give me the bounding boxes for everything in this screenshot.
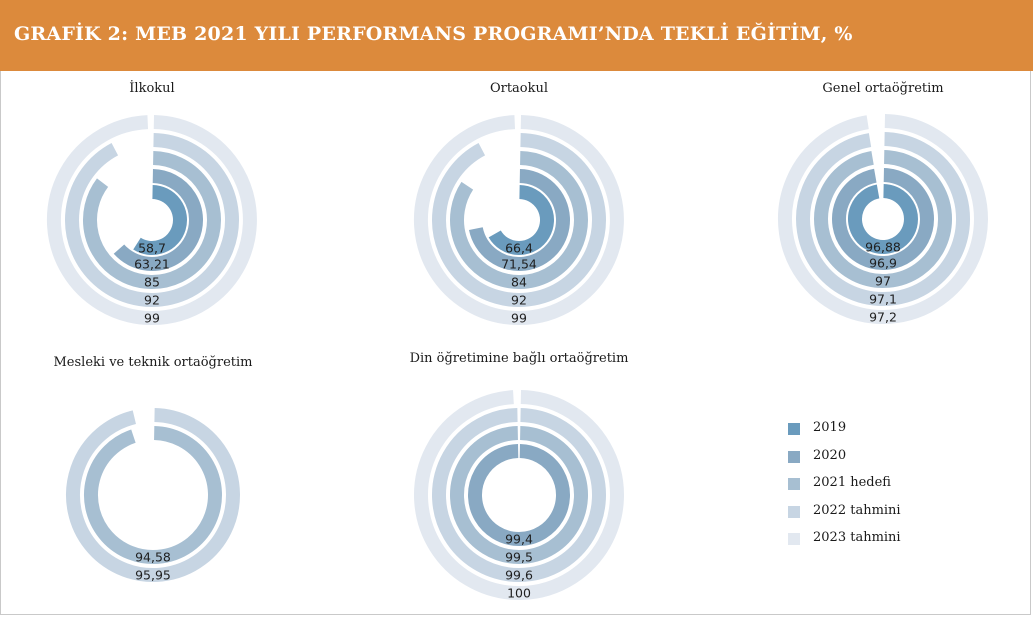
value-label: 96,9 [869,256,897,271]
value-label: 66,4 [505,241,533,256]
ring-2022-tahmini [432,408,606,582]
panel-title: Ortaokul [490,81,548,96]
legend-swatch [788,423,800,435]
ring-2022-tahmini [65,133,240,307]
ring-2021-hedefi [814,150,953,288]
value-label: 92 [511,293,527,308]
value-label: 99,4 [505,532,533,547]
value-label: 99,6 [505,568,533,583]
chart-title: GRAFİK 2: MEB 2021 YILI PERFORMANS PROGR… [14,23,853,45]
legend-label: 2023 tahmini [813,530,901,545]
panel-title: Genel ortaöğretim [822,81,943,96]
legend-label: 2021 hedefi [813,475,891,490]
ring-2023-tahmini [46,115,257,325]
value-label: 63,21 [134,257,170,272]
ring-2023-tahmini [777,114,988,324]
panel-4: Din öğretimine bağlı ortaöğretim 99,4 99,5… [410,351,629,601]
value-label: 99 [511,311,527,326]
legend-swatch [788,533,800,545]
legend-swatch [788,478,800,490]
panel-title: İlkokul [129,79,174,96]
panel-title: Din öğretimine bağlı ortaöğretim [410,351,629,366]
ring-2020 [468,444,570,546]
chart-header: GRAFİK 2: MEB 2021 YILI PERFORMANS PROGR… [0,0,1033,71]
ring-2021-hedefi [450,151,588,289]
ring-2022-tahmini [432,133,607,307]
ring-2021-hedefi [83,151,221,289]
value-label: 95,95 [135,568,171,583]
panel-1: Ortaokul 66,471,54 84 92 99 [413,81,624,326]
value-label: 94,58 [135,550,171,565]
ring-2019 [848,184,918,254]
ring-2023-tahmini [413,115,624,325]
value-label: 99 [144,311,160,326]
legend-swatch [788,450,800,463]
legend-label: 2019 [813,420,847,435]
ring-2023-tahmini [414,390,624,600]
legend-swatch [788,505,800,518]
value-label: 71,54 [501,257,537,272]
value-label: 92 [144,293,160,308]
panel-0: İlkokul 58,763,21 85 92 99 [46,79,257,326]
ring-2021-hedefi [84,426,222,564]
value-label: 85 [144,275,160,290]
value-label: 97,1 [869,292,897,307]
value-label: 58,7 [138,241,166,256]
ring-2022-tahmini [66,408,240,582]
ring-2020 [832,168,934,270]
ring-2020 [468,169,570,271]
legend-label: 2020 [813,447,847,463]
value-label: 96,88 [865,240,901,255]
value-label: 99,5 [505,550,533,565]
value-label: 97 [875,274,891,289]
legend-label: 2022 tahmini [813,502,901,518]
value-label: 100 [507,586,531,601]
panel-title: Mesleki ve teknik ortaöğretim [54,355,253,370]
value-label: 97,2 [869,310,897,325]
value-label: 84 [511,275,527,290]
ring-2021-hedefi [450,426,588,564]
ring-2019 [488,185,554,255]
ring-2020 [113,169,203,271]
ring-2022-tahmini [796,132,971,306]
ring-2019 [133,185,187,255]
panel-3: Mesleki ve teknik ortaöğretim 94,58 95,95 [54,355,253,583]
